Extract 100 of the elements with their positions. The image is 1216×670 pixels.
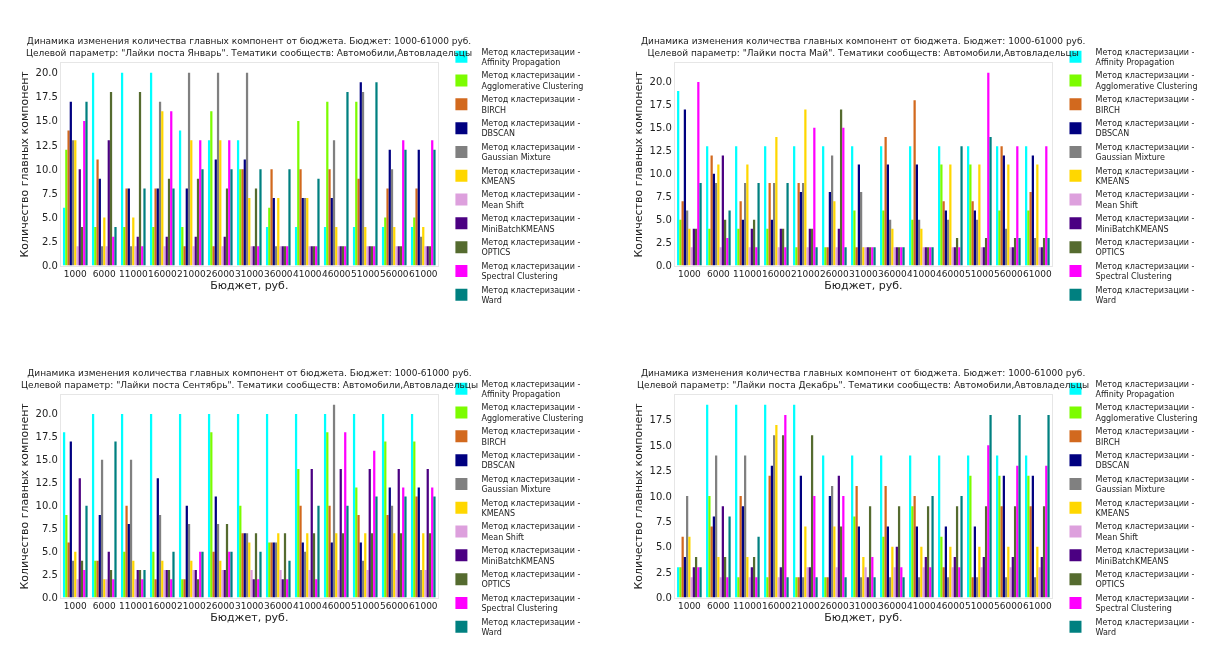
bar <box>960 496 963 598</box>
bar <box>728 210 731 266</box>
bar <box>201 169 204 266</box>
y-tick-label: 20.0 <box>35 408 58 420</box>
bar <box>76 246 79 266</box>
bar <box>76 579 79 598</box>
bar <box>308 570 311 598</box>
bar <box>85 101 88 266</box>
bar <box>911 219 914 266</box>
x-tick-label: 26000 <box>205 601 235 612</box>
y-tick-label: 12.5 <box>649 145 672 157</box>
bar <box>250 570 253 598</box>
bar <box>328 169 331 266</box>
bar <box>1027 210 1030 266</box>
legend-label: Метод кластеризации - MiniBatchKMEANS <box>481 546 581 566</box>
legend-label: Метод кластеризации - BIRCH <box>481 427 581 447</box>
legend-label: Метод кластеризации - BIRCH <box>1095 95 1195 115</box>
bar <box>757 536 760 598</box>
x-tick-label: 31000 <box>849 269 878 280</box>
bar <box>357 178 360 266</box>
y-tick-label: 0.0 <box>655 592 672 604</box>
bar <box>143 570 146 598</box>
bar <box>395 570 398 598</box>
x-tick-label: 11000 <box>118 601 148 612</box>
x-tick-label: 31000 <box>234 269 264 280</box>
y-tick-label: 10.0 <box>649 168 672 180</box>
y-axis-title: Количество главных компонент <box>632 70 646 258</box>
bar <box>299 505 302 598</box>
legend-label: Метод кластеризации - Affinity Propagation <box>481 47 581 68</box>
y-tick-label: 10.0 <box>649 490 672 502</box>
bar <box>134 579 137 598</box>
x-tick-label: 61000 <box>1023 601 1052 612</box>
y-axis-title: Количество главных компонент <box>632 402 646 590</box>
legend-label: Метод кластеризации - Mean Shift <box>1095 522 1195 542</box>
bar <box>270 169 273 266</box>
bar <box>853 210 856 266</box>
bar <box>230 169 233 266</box>
bar <box>415 188 418 266</box>
y-tick-label: 10.0 <box>35 500 58 512</box>
bar <box>279 570 282 598</box>
bar <box>114 441 117 598</box>
legend-label: Метод кластеризации - BIRCH <box>1095 427 1195 447</box>
bar <box>259 551 262 598</box>
y-tick-label: 17.5 <box>649 99 672 111</box>
legend-label: Метод кластеризации - DBSCAN <box>1095 451 1195 471</box>
bar <box>212 246 215 266</box>
x-tick-label: 36000 <box>878 601 907 612</box>
x-tick-label: 46000 <box>936 601 965 612</box>
bar <box>346 92 349 266</box>
chart-title: Динамика изменения количества главных компонент от бюджета. Бюджет: 1000-61000 руб. Целевой параметр: "Лайки поста Декабрь". Тематики сообществ: Автомобили,Автовладельцы <box>637 368 1090 390</box>
x-tick-label: 21000 <box>176 269 206 280</box>
legend-label: Метод кластеризации - MiniBatchKMEANS <box>1095 214 1195 234</box>
bar <box>375 496 378 598</box>
y-axis-title: Количество главных компонент <box>18 402 32 590</box>
x-tick-label: 56000 <box>379 269 409 280</box>
bar <box>844 577 847 598</box>
legend-label: Метод кластеризации - Agglomerative Clustering <box>481 403 584 423</box>
y-tick-label: 17.5 <box>649 414 672 426</box>
legend-label: Метод кластеризации - Agglomerative Clustering <box>1095 403 1198 423</box>
x-tick-label: 16000 <box>762 269 791 280</box>
bar <box>998 210 1001 266</box>
y-tick-label: 12.5 <box>35 477 58 489</box>
bar <box>815 577 818 598</box>
bar <box>786 182 789 266</box>
legend-label: Метод кластеризации - Affinity Propagation <box>1095 379 1195 400</box>
x-tick-label: 46000 <box>936 269 965 280</box>
legend-label: Метод кластеризации - MiniBatchKMEANS <box>1095 546 1195 566</box>
bar <box>717 556 720 598</box>
bar <box>375 82 378 266</box>
x-axis-title: Бюджет, руб. <box>824 279 903 293</box>
y-tick-label: 7.5 <box>655 191 672 203</box>
legend-label: Метод кластеризации - Spectral Clustering <box>481 261 581 282</box>
legend-label: Метод кластеризации - OPTICS <box>1095 238 1195 258</box>
x-tick-label: 21000 <box>791 269 820 280</box>
bar <box>288 560 291 598</box>
x-tick-label: 51000 <box>965 601 994 612</box>
bar <box>105 246 108 266</box>
legend-label: Метод кластеризации - Ward <box>481 617 581 638</box>
bar <box>969 164 972 266</box>
legend-label: Метод кластеризации - Ward <box>481 285 581 306</box>
bar <box>998 475 1001 598</box>
bar <box>980 567 983 598</box>
y-tick-label: 7.5 <box>41 187 58 199</box>
bar <box>882 210 885 266</box>
bar <box>688 228 691 266</box>
bar <box>259 169 262 266</box>
legend-label: Метод кластеризации - KMEANS <box>481 498 581 519</box>
bar <box>299 169 302 266</box>
y-tick-label: 15.0 <box>649 122 672 134</box>
bar <box>766 228 769 266</box>
bar <box>835 567 838 598</box>
bar <box>221 246 224 266</box>
bar <box>757 182 760 266</box>
y-tick-label: 2.5 <box>41 235 58 247</box>
bar <box>728 516 731 598</box>
bar <box>873 577 876 598</box>
legend-label: Метод кластеризации - Affinity Propagation <box>1095 47 1195 68</box>
bar <box>940 536 943 598</box>
bar <box>143 188 146 266</box>
x-tick-label: 26000 <box>820 269 849 280</box>
